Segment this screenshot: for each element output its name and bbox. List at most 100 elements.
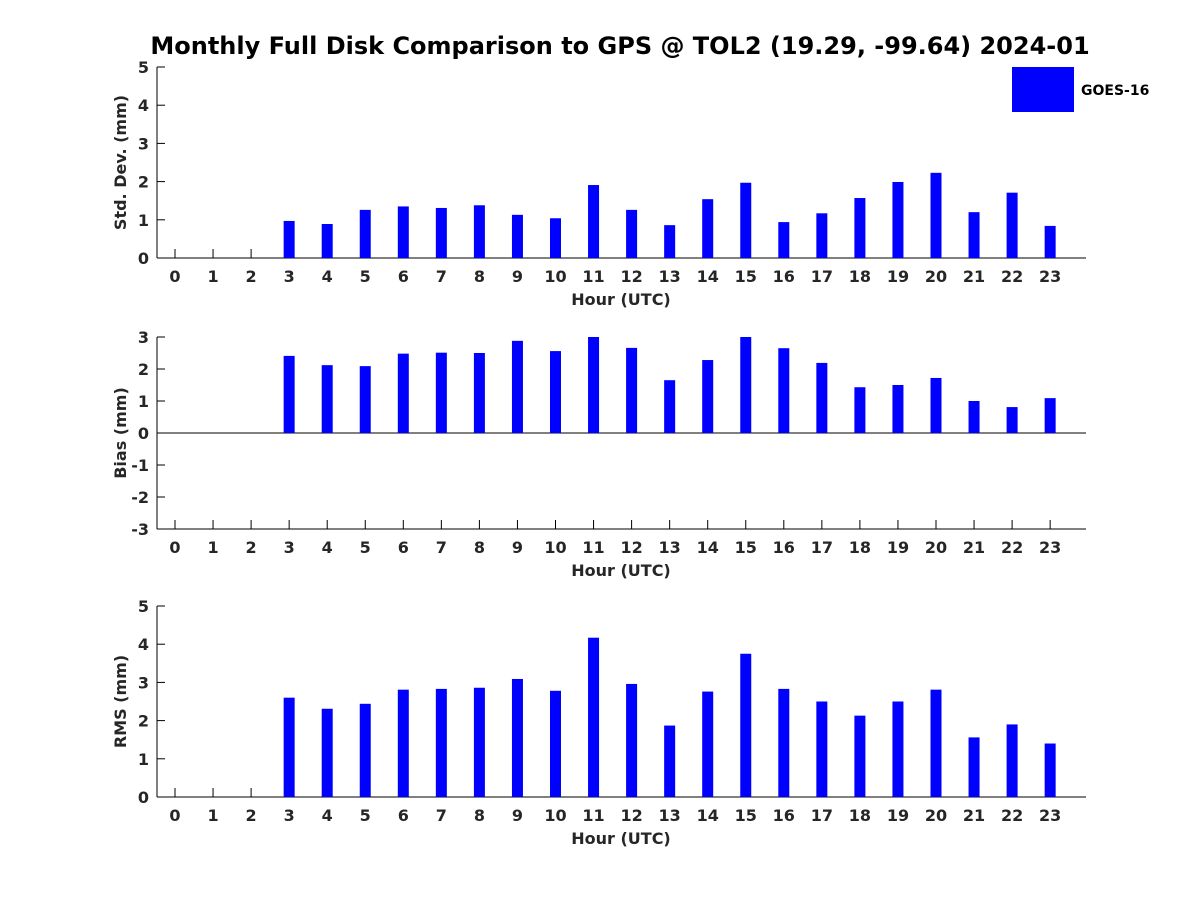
bar-hour-12 (626, 347, 638, 433)
bar-hour-15 (740, 653, 752, 797)
x-tick-label: 15 (735, 806, 757, 825)
x-tick-label: 6 (398, 538, 409, 557)
x-tick-label: 2 (246, 267, 257, 286)
y-axis-label: Std. Dev. (mm) (111, 95, 130, 230)
x-tick-label: 20 (925, 538, 947, 557)
y-tick-label: -1 (131, 456, 149, 475)
bar-hour-14 (702, 360, 714, 433)
x-tick-label: 21 (963, 538, 985, 557)
bar-hour-15 (740, 182, 752, 258)
x-tick-label: 16 (773, 538, 795, 557)
bar-hour-3 (283, 220, 295, 258)
bar-hour-14 (702, 691, 714, 797)
x-tick-label: 13 (659, 267, 681, 286)
x-tick-label: 14 (697, 806, 719, 825)
x-tick-label: 3 (284, 267, 295, 286)
x-tick-label: 11 (582, 267, 604, 286)
bar-hour-20 (930, 377, 942, 433)
bar-hour-12 (626, 683, 638, 797)
x-tick-label: 17 (811, 538, 833, 557)
x-tick-label: 18 (849, 806, 871, 825)
bar-hour-10 (550, 218, 561, 258)
y-tick-label: 2 (138, 360, 149, 379)
x-tick-label: 8 (474, 806, 485, 825)
x-tick-label: 23 (1039, 267, 1061, 286)
bar-hour-4 (321, 708, 333, 797)
x-tick-label: 22 (1001, 538, 1023, 557)
bar-hour-16 (778, 688, 790, 797)
bar-hour-20 (930, 172, 942, 258)
x-tick-label: 9 (512, 538, 523, 557)
x-tick-label: 23 (1039, 538, 1061, 557)
x-tick-label: 4 (322, 267, 333, 286)
y-tick-label: 4 (138, 96, 149, 115)
y-tick-label: -2 (131, 488, 149, 507)
x-tick-label: 1 (207, 806, 218, 825)
x-axis-label: Hour (UTC) (571, 290, 671, 309)
bar-hour-21 (968, 737, 980, 797)
x-tick-label: 6 (398, 806, 409, 825)
bar-hour-15 (740, 337, 752, 433)
chart-title: Monthly Full Disk Comparison to GPS @ TO… (150, 32, 1089, 60)
y-tick-label: 3 (138, 673, 149, 692)
y-tick-label: 5 (138, 58, 149, 77)
x-tick-label: 6 (398, 267, 409, 286)
legend-label: GOES-16 (1081, 83, 1149, 99)
x-tick-label: 3 (284, 538, 295, 557)
x-tick-label: 10 (544, 806, 566, 825)
bar-hour-5 (359, 366, 371, 433)
x-tick-label: 0 (169, 806, 180, 825)
y-tick-label: 4 (138, 635, 149, 654)
x-tick-label: 19 (887, 806, 909, 825)
bar-hour-17 (816, 213, 828, 258)
bar-hour-23 (1044, 225, 1056, 258)
bar-hour-16 (778, 222, 790, 258)
x-tick-label: 7 (436, 806, 447, 825)
bar-hour-16 (778, 348, 790, 433)
bar-hour-11 (588, 185, 600, 258)
y-tick-label: 2 (138, 173, 149, 192)
bar-hour-22 (1006, 192, 1018, 258)
bar-hour-11 (588, 337, 600, 433)
x-tick-label: 1 (207, 538, 218, 557)
x-tick-label: 12 (620, 806, 642, 825)
bar-hour-3 (283, 355, 295, 433)
legend-swatch-goes-16 (1012, 67, 1074, 112)
bar-hour-19 (892, 181, 904, 258)
x-tick-label: 14 (697, 538, 719, 557)
bar-hour-17 (816, 701, 828, 797)
x-axis-label: Hour (UTC) (571, 561, 671, 580)
x-tick-label: 12 (620, 538, 642, 557)
bar-hour-21 (968, 212, 980, 258)
bar-hour-8 (473, 687, 485, 797)
bar-hour-10 (550, 690, 561, 797)
x-tick-label: 5 (360, 267, 371, 286)
x-tick-label: 9 (512, 267, 523, 286)
x-tick-label: 11 (582, 806, 604, 825)
x-tick-label: 13 (659, 806, 681, 825)
bar-hour-18 (854, 387, 866, 433)
x-tick-label: 2 (246, 806, 257, 825)
x-tick-label: 14 (697, 267, 719, 286)
x-tick-label: 21 (963, 806, 985, 825)
bar-hour-19 (892, 385, 904, 433)
bar-hour-11 (588, 637, 600, 797)
bar-hour-5 (359, 209, 371, 258)
x-tick-label: 18 (849, 267, 871, 286)
bar-hour-13 (664, 725, 676, 797)
x-tick-label: 9 (512, 806, 523, 825)
x-tick-label: 20 (925, 267, 947, 286)
bar-hour-9 (511, 678, 523, 797)
x-tick-label: 17 (811, 806, 833, 825)
y-tick-label: 3 (138, 134, 149, 153)
bar-hour-17 (816, 362, 828, 433)
x-tick-label: 16 (773, 267, 795, 286)
x-tick-label: 10 (544, 267, 566, 286)
y-tick-label: 3 (138, 328, 149, 347)
y-tick-label: 1 (138, 750, 149, 769)
x-tick-label: 7 (436, 267, 447, 286)
